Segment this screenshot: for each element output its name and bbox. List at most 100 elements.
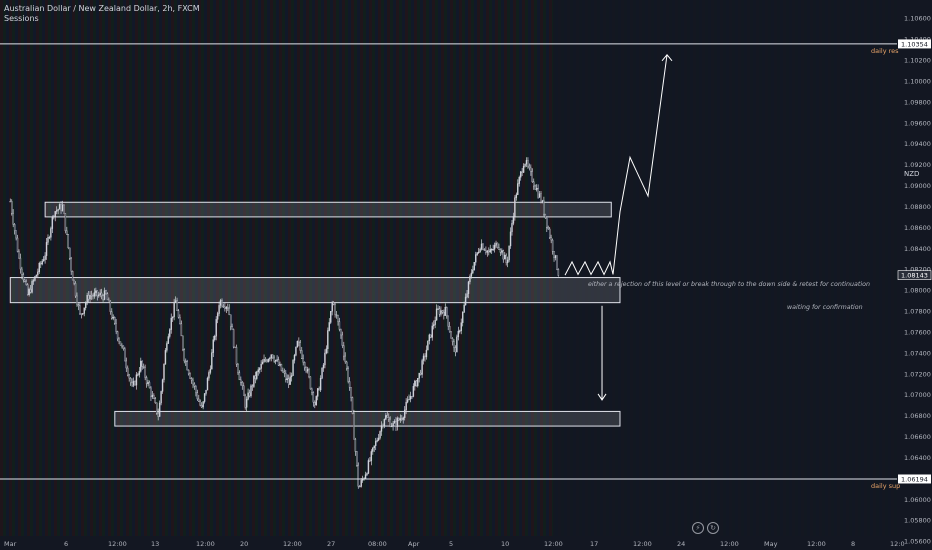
candle-body xyxy=(66,231,67,234)
candle-body xyxy=(211,353,212,369)
session-stripe xyxy=(33,0,36,536)
candle-body xyxy=(91,295,92,296)
candle-body xyxy=(121,345,122,346)
session-stripe xyxy=(348,0,351,536)
candle-body xyxy=(153,395,154,398)
session-stripe xyxy=(159,0,162,536)
candle-body xyxy=(422,361,423,375)
candle-body xyxy=(277,360,278,361)
candle-body xyxy=(58,209,59,210)
candle-body xyxy=(150,388,151,397)
price-tick-label: 1.09400 xyxy=(904,140,931,148)
session-stripe xyxy=(234,0,237,536)
candle-body xyxy=(490,249,491,252)
session-stripe xyxy=(81,0,84,536)
candle-body xyxy=(149,382,150,388)
candle-body xyxy=(414,381,415,386)
time-tick-label: 24 xyxy=(677,540,685,548)
candle-body xyxy=(311,389,312,393)
candle-body xyxy=(243,386,244,396)
candle-body xyxy=(240,380,241,383)
candle-body xyxy=(348,369,349,382)
time-tick-label: 20 xyxy=(240,540,248,548)
candle-body xyxy=(56,210,57,211)
lightning-icon[interactable]: ⚡ xyxy=(692,522,704,534)
candle-body xyxy=(475,255,476,263)
candle-body xyxy=(477,253,478,255)
session-stripe xyxy=(114,0,117,536)
session-stripe xyxy=(492,0,495,536)
candle-body xyxy=(482,244,483,250)
session-stripe xyxy=(6,0,9,536)
session-stripe xyxy=(165,0,168,536)
session-stripe xyxy=(204,0,207,536)
candle-body xyxy=(139,371,140,374)
candle-body xyxy=(467,294,468,297)
candle-body xyxy=(84,308,85,314)
session-stripe xyxy=(384,0,387,536)
candle-body xyxy=(449,326,450,332)
candle-body xyxy=(171,318,172,330)
candle-body xyxy=(549,229,550,238)
candle-body xyxy=(250,386,251,396)
candle-body xyxy=(388,417,389,419)
candle-body xyxy=(498,248,499,250)
candle-body xyxy=(404,410,405,418)
candle-body xyxy=(478,252,479,253)
candle-body xyxy=(82,313,83,314)
session-stripe xyxy=(417,0,420,536)
price-tick-label: 1.06600 xyxy=(904,433,931,441)
candle-body xyxy=(340,329,341,335)
session-stripe xyxy=(528,0,531,536)
price-tick-label: 1.07800 xyxy=(904,308,931,316)
candle-body xyxy=(65,213,66,230)
candle-body xyxy=(174,303,175,317)
session-stripe xyxy=(231,0,234,536)
session-stripe xyxy=(15,0,18,536)
candle-body xyxy=(49,237,50,238)
candle-body xyxy=(468,282,469,294)
session-stripe xyxy=(186,0,189,536)
candle-body xyxy=(105,291,106,294)
session-stripe xyxy=(393,0,396,536)
session-stripe xyxy=(57,0,60,536)
candle-body xyxy=(24,280,25,282)
session-stripe xyxy=(531,0,534,536)
session-stripe xyxy=(30,0,33,536)
session-stripe xyxy=(126,0,129,536)
candle-body xyxy=(548,227,549,229)
candle-body xyxy=(465,297,466,305)
sessions-indicator-label[interactable]: Sessions xyxy=(4,14,200,24)
candle-body xyxy=(39,263,40,272)
candle-body xyxy=(525,164,526,166)
candle-body xyxy=(304,362,305,368)
replay-icon[interactable]: ↻ xyxy=(707,522,719,534)
session-stripe xyxy=(12,0,15,536)
upper-zone[interactable] xyxy=(45,202,611,217)
chart-legend: Australian Dollar / New Zealand Dollar, … xyxy=(4,4,200,24)
candle-body xyxy=(165,350,166,364)
waiting-confirmation-text: waiting for confirmation xyxy=(787,303,863,311)
candle-body xyxy=(275,360,276,361)
lower-zone[interactable] xyxy=(115,411,620,426)
candle-body xyxy=(198,399,199,401)
price-tick-label: 1.10200 xyxy=(904,57,931,65)
candle-body xyxy=(291,376,292,377)
session-stripe xyxy=(264,0,267,536)
session-stripe xyxy=(477,0,480,536)
price-tick-label: 1.10000 xyxy=(904,77,931,85)
price-tick-label: 1.08800 xyxy=(904,203,931,211)
session-stripe xyxy=(519,0,522,536)
candle-body xyxy=(253,376,254,387)
session-stripe xyxy=(378,0,381,536)
candle-body xyxy=(32,281,33,292)
candle-body xyxy=(33,280,34,281)
session-stripe xyxy=(468,0,471,536)
candle-body xyxy=(554,251,555,257)
candle-body xyxy=(556,256,557,270)
candle-body xyxy=(419,373,420,378)
symbol-title[interactable]: Australian Dollar / New Zealand Dollar, … xyxy=(4,4,200,14)
session-stripe xyxy=(495,0,498,536)
